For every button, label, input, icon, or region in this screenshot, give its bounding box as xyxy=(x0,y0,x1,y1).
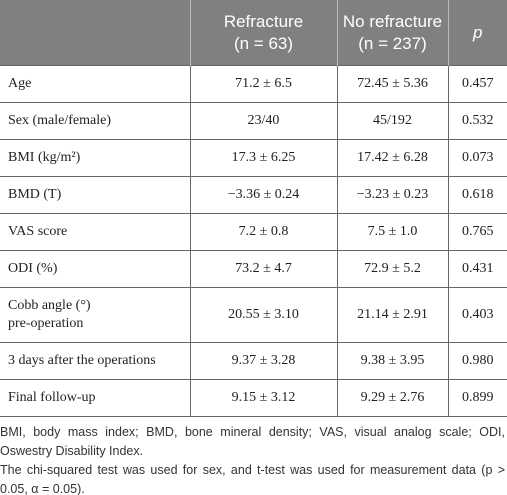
table-row: BMD (T) −3.36 ± 0.24 −3.23 ± 0.23 0.618 xyxy=(0,176,507,214)
cell: 21.14 ± 2.91 xyxy=(336,287,449,343)
table-row: Sex (male/female) 23/40 45/192 0.532 xyxy=(0,102,507,140)
table-body: Age 71.2 ± 6.5 72.45 ± 5.36 0.457 Sex (male/… xyxy=(0,65,507,417)
cell: 20.55 ± 3.10 xyxy=(189,287,338,343)
row-label: ODI (%) xyxy=(0,250,191,288)
cell: 0.980 xyxy=(447,342,507,380)
header-label: Refracture xyxy=(223,11,304,31)
header-label: p xyxy=(473,22,483,42)
cell: −3.23 ± 0.23 xyxy=(336,176,449,214)
cell: 0.431 xyxy=(447,250,507,288)
row-label: Sex (male/female) xyxy=(0,102,191,140)
footnote: The chi-squared test was used for sex, a… xyxy=(0,463,505,495)
cell: 23/40 xyxy=(189,102,338,140)
header-sublabel: (n = 237) xyxy=(358,33,427,53)
row-label-line: ODI (%) xyxy=(8,261,58,276)
table-row: Cobb angle (°) pre-operation 20.55 ± 3.10 2… xyxy=(0,287,507,343)
header-cell xyxy=(0,0,190,66)
cell: 9.37 ± 3.28 xyxy=(189,342,338,380)
cell: 17.42 ± 6.28 xyxy=(336,139,449,177)
cell: 9.15 ± 3.12 xyxy=(189,379,338,417)
row-label-line: VAS score xyxy=(8,224,68,239)
cell: 0.073 xyxy=(447,139,507,177)
cell: 0.765 xyxy=(447,213,507,251)
footnotes: BMI, body mass index; BMD, bone mineral … xyxy=(0,423,505,495)
cell: 9.38 ± 3.95 xyxy=(336,342,449,380)
row-label: Cobb angle (°) pre-operation xyxy=(0,287,191,343)
table-row: VAS score 7.2 ± 0.8 7.5 ± 1.0 0.765 xyxy=(0,213,507,251)
cell: 17.3 ± 6.25 xyxy=(189,139,338,177)
cell: −3.36 ± 0.24 xyxy=(189,176,338,214)
row-label-line: Cobb angle (°) xyxy=(8,298,91,313)
header-row: Refracture (n = 63) No refracture (n = 237)… xyxy=(0,0,507,66)
row-label-line: Age xyxy=(8,76,32,91)
cell: 0.457 xyxy=(447,65,507,103)
row-label-line: Final follow-up xyxy=(8,390,96,405)
table-row: ODI (%) 73.2 ± 4.7 72.9 ± 5.2 0.431 xyxy=(0,250,507,288)
cell: 73.2 ± 4.7 xyxy=(189,250,338,288)
row-label: 3 days after the operations xyxy=(0,342,191,380)
row-label: VAS score xyxy=(0,213,191,251)
cell: 9.29 ± 2.76 xyxy=(336,379,449,417)
header-label: No refracture xyxy=(342,11,443,31)
table-row: Age 71.2 ± 6.5 72.45 ± 5.36 0.457 xyxy=(0,65,507,103)
cell: 71.2 ± 6.5 xyxy=(189,65,338,103)
cell: 72.45 ± 5.36 xyxy=(336,65,449,103)
data-table: Refracture (n = 63) No refracture (n = 237)… xyxy=(0,0,507,417)
row-label: Age xyxy=(0,65,191,103)
footnote: BMI, body mass index; BMD, bone mineral … xyxy=(0,425,505,458)
row-label-line: pre-operation xyxy=(8,316,84,331)
header-cell: Refracture (n = 63) xyxy=(189,0,337,66)
cell: 7.2 ± 0.8 xyxy=(189,213,338,251)
cell: 0.403 xyxy=(447,287,507,343)
cell: 45/192 xyxy=(336,102,449,140)
row-label-line: Sex (male/female) xyxy=(8,113,112,128)
cell: 72.9 ± 5.2 xyxy=(336,250,449,288)
cell: 0.532 xyxy=(447,102,507,140)
row-label: BMD (T) xyxy=(0,176,191,214)
header-sublabel: (n = 63) xyxy=(233,33,294,53)
header-cell: p xyxy=(447,0,507,66)
cell: 0.618 xyxy=(447,176,507,214)
table-row: Final follow-up 9.15 ± 3.12 9.29 ± 2.76 0.8… xyxy=(0,379,507,417)
row-label: BMI (kg/m²) xyxy=(0,139,191,177)
row-label-line: 3 days after the operations xyxy=(8,353,156,368)
table-row: 3 days after the operations 9.37 ± 3.28 9.… xyxy=(0,342,507,380)
header-cell: No refracture (n = 237) xyxy=(336,0,448,66)
row-label: Final follow-up xyxy=(0,379,191,417)
cell: 0.899 xyxy=(447,379,507,417)
row-label-line: BMD (T) xyxy=(8,187,62,202)
row-label-line: BMI (kg/m²) xyxy=(8,150,81,165)
table-row: BMI (kg/m²) 17.3 ± 6.25 17.42 ± 6.28 0.073 xyxy=(0,139,507,177)
cell: 7.5 ± 1.0 xyxy=(336,213,449,251)
